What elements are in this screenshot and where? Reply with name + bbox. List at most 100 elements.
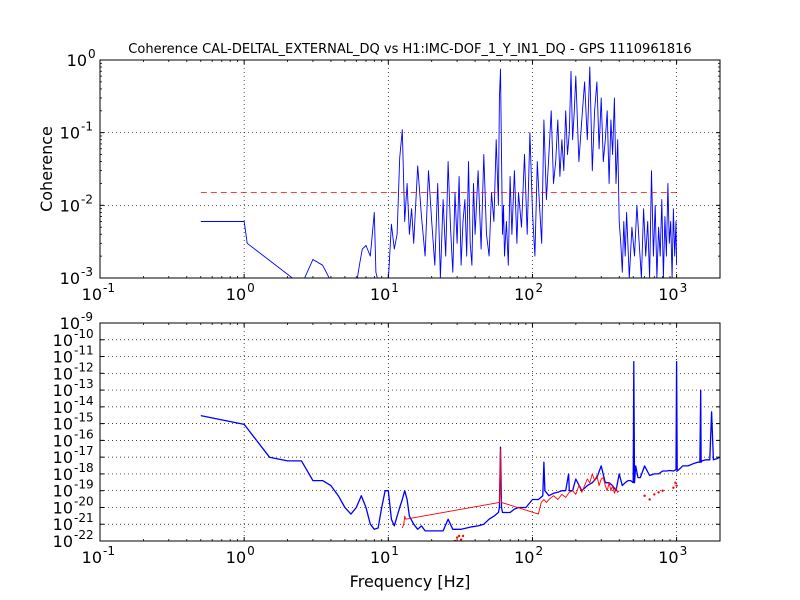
x-tick-label: 10 3 (658, 544, 687, 567)
x-tick-label: 10 3 (658, 281, 687, 304)
data-point (455, 536, 459, 539)
y-tick-exponent: -12 (74, 360, 94, 374)
y-tick-base: 10 (53, 398, 73, 417)
y-tick-base: 10 (53, 465, 73, 484)
frequency-x-axis-label: Frequency [Hz] (350, 572, 471, 591)
y-tick-label: 10 -16 (53, 427, 94, 450)
coherence-y-axis-label: Coherence (37, 126, 56, 212)
x-tick-label: 10 -1 (82, 281, 115, 304)
y-tick-base: 10 (53, 498, 73, 517)
y-tick-exponent: -17 (74, 444, 94, 458)
x-tick-base: 10 (82, 548, 102, 567)
y-tick-base: 10 (60, 314, 80, 333)
x-tick-exponent: 1 (391, 281, 399, 295)
coherence-plot-frame (99, 59, 721, 279)
x-tick-label: 10 1 (370, 281, 399, 304)
y-tick-base: 10 (53, 448, 73, 467)
y-tick-label: 10 -22 (53, 528, 94, 551)
y-tick-exponent: -2 (81, 192, 93, 206)
series-line (401, 448, 620, 529)
y-tick-exponent: -9 (81, 310, 93, 324)
y-tick-label: 10 -13 (53, 377, 94, 400)
x-tick-label: 10 -1 (82, 544, 115, 567)
y-tick-exponent: -14 (74, 394, 94, 408)
y-tick-label: 10 -18 (53, 461, 94, 484)
y-tick-exponent: 0 (88, 47, 96, 61)
x-tick-exponent: 1 (391, 544, 399, 558)
y-tick-exponent: -19 (74, 478, 94, 492)
y-tick-label: 10 0 (67, 47, 96, 70)
x-tick-base: 10 (226, 548, 246, 567)
y-tick-base: 10 (60, 124, 80, 143)
y-tick-label: 10 -12 (53, 360, 94, 383)
y-tick-label: 10 -20 (53, 494, 94, 517)
data-point (661, 489, 664, 492)
x-tick-exponent: 0 (247, 544, 255, 558)
y-tick-label: 10 -17 (53, 444, 94, 467)
coherence-ticks: 10 -1 10 0 10 1 10 2 10 310 -310 -210 -110 0 (60, 47, 721, 304)
x-tick-base: 10 (514, 548, 534, 567)
y-tick-base: 10 (53, 415, 73, 434)
x-tick-exponent: -1 (103, 544, 115, 558)
data-point (672, 486, 675, 489)
data-point (657, 491, 660, 494)
x-tick-exponent: 2 (535, 281, 543, 295)
coherence-panel: Coherence CAL-DELTAL_EXTERNAL_DQ vs H1:I… (37, 42, 721, 304)
y-tick-base: 10 (60, 269, 80, 288)
x-tick-base: 10 (370, 548, 390, 567)
x-tick-label: 10 0 (226, 281, 255, 304)
y-tick-exponent: -11 (74, 344, 94, 358)
y-tick-label: 10 -21 (53, 511, 94, 534)
y-tick-base: 10 (53, 515, 73, 534)
data-point (674, 481, 677, 484)
x-tick-exponent: 0 (247, 281, 255, 295)
y-tick-label: 10 -9 (60, 310, 93, 333)
y-tick-exponent: -22 (74, 528, 94, 542)
x-tick-label: 10 2 (514, 544, 543, 567)
data-point (643, 494, 646, 497)
x-tick-exponent: 3 (680, 544, 688, 558)
coherence-plot-area (100, 60, 720, 278)
y-tick-base: 10 (53, 381, 73, 400)
x-tick-base: 10 (658, 548, 678, 567)
y-tick-base: 10 (53, 431, 73, 450)
series-line (200, 66, 678, 278)
x-tick-base: 10 (226, 285, 246, 304)
y-tick-exponent: -1 (81, 120, 93, 134)
x-tick-label: 10 2 (514, 281, 543, 304)
y-tick-exponent: -20 (74, 494, 94, 508)
y-tick-base: 10 (53, 482, 73, 501)
data-point (457, 534, 461, 538)
y-tick-label: 10 -14 (53, 394, 94, 417)
coherence-title: Coherence CAL-DELTAL_EXTERNAL_DQ vs H1:I… (128, 42, 691, 57)
y-tick-base: 10 (53, 532, 73, 551)
y-tick-label: 10 -3 (60, 265, 93, 288)
y-tick-label: 10 -15 (53, 411, 94, 434)
x-tick-exponent: -1 (103, 281, 115, 295)
data-point (675, 484, 678, 487)
y-tick-base: 10 (67, 51, 87, 70)
y-tick-exponent: -16 (74, 427, 94, 441)
y-tick-label: 10 -11 (53, 344, 94, 367)
series-line (200, 360, 720, 532)
data-point (459, 538, 463, 541)
y-tick-exponent: -18 (74, 461, 94, 475)
y-tick-exponent: -13 (74, 377, 94, 391)
x-tick-base: 10 (514, 285, 534, 304)
x-tick-label: 10 1 (370, 544, 399, 567)
spectrum-plot-frame (99, 322, 721, 542)
data-point (648, 498, 651, 501)
spectrum-series (200, 360, 720, 541)
y-tick-base: 10 (60, 196, 80, 215)
y-tick-exponent: -21 (74, 511, 94, 525)
y-tick-exponent: -15 (74, 411, 94, 425)
x-tick-exponent: 2 (535, 544, 543, 558)
coherence-grid (100, 60, 720, 278)
x-tick-label: 10 0 (226, 544, 255, 567)
y-tick-label: 10 -10 (53, 327, 94, 350)
data-point (461, 534, 465, 538)
y-tick-base: 10 (53, 348, 73, 367)
spectrum-plot-area (100, 323, 720, 541)
